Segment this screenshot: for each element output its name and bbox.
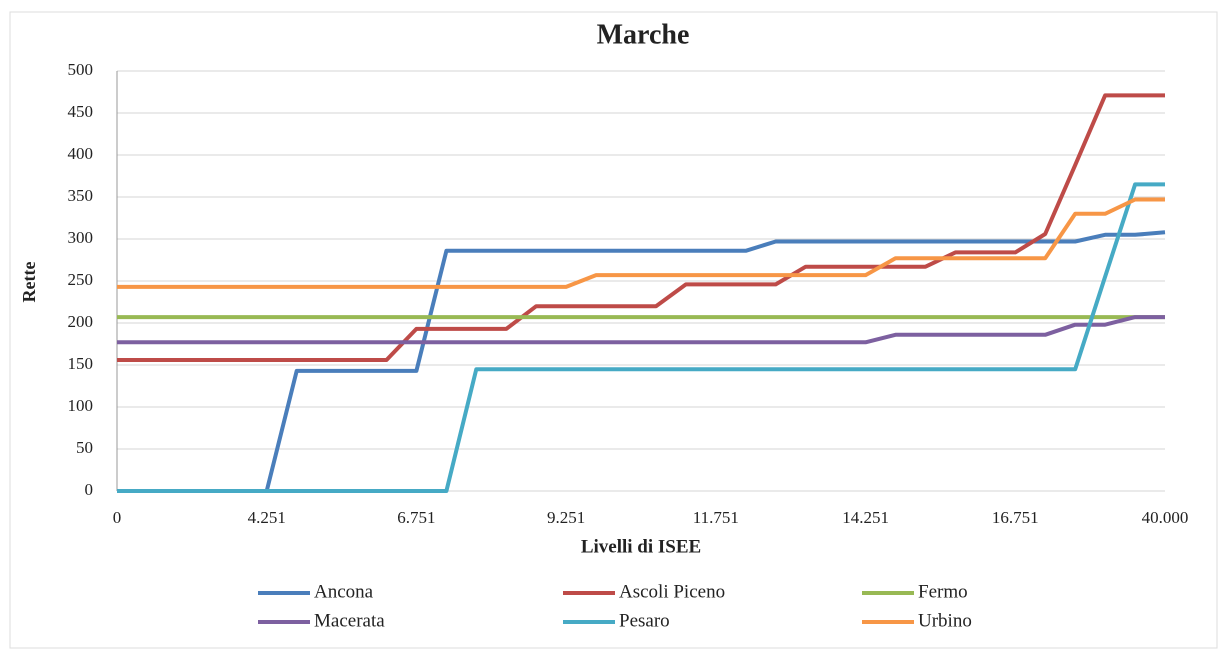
y-tick-label: 450 [68,102,94,121]
x-tick-label: 4.251 [248,508,286,527]
y-tick-label: 250 [68,270,94,289]
data-line [117,230,1166,493]
y-tick-label: 50 [76,438,93,457]
y-axis-label: Rette [19,262,39,303]
legend-label: Urbino [918,610,972,631]
x-tick-label: 16.751 [992,508,1039,527]
data-line [117,197,1165,289]
y-tick-label: 350 [68,186,94,205]
x-tick-label: 40.000 [1142,508,1189,527]
chart-border [9,11,1218,649]
y-tick-label: 400 [68,144,94,163]
y-tick-label: 500 [68,60,94,79]
x-tick-label: 14.251 [842,508,889,527]
x-tick-label: 11.751 [693,508,739,527]
y-tick-label: 0 [85,480,94,499]
x-axis-label: Livelli di ISEE [581,536,701,557]
data-line [117,315,1165,345]
y-tick-label: 300 [68,228,94,247]
x-tick-label: 0 [113,508,122,527]
x-tick-label: 6.751 [397,508,435,527]
legend-label: Pesaro [619,610,670,631]
legend-label: Ancona [314,581,374,602]
legend-label: Ascoli Piceno [619,581,725,602]
y-tick-label: 200 [68,312,94,331]
y-tick-label: 150 [68,354,94,373]
data-line [117,93,1165,362]
chart-title: Marche [597,19,690,50]
x-tick-label: 9.251 [547,508,585,527]
legend-label: Macerata [314,610,385,631]
legend-label: Fermo [918,581,968,602]
data-line [117,182,1165,493]
y-tick-label: 100 [68,396,94,415]
